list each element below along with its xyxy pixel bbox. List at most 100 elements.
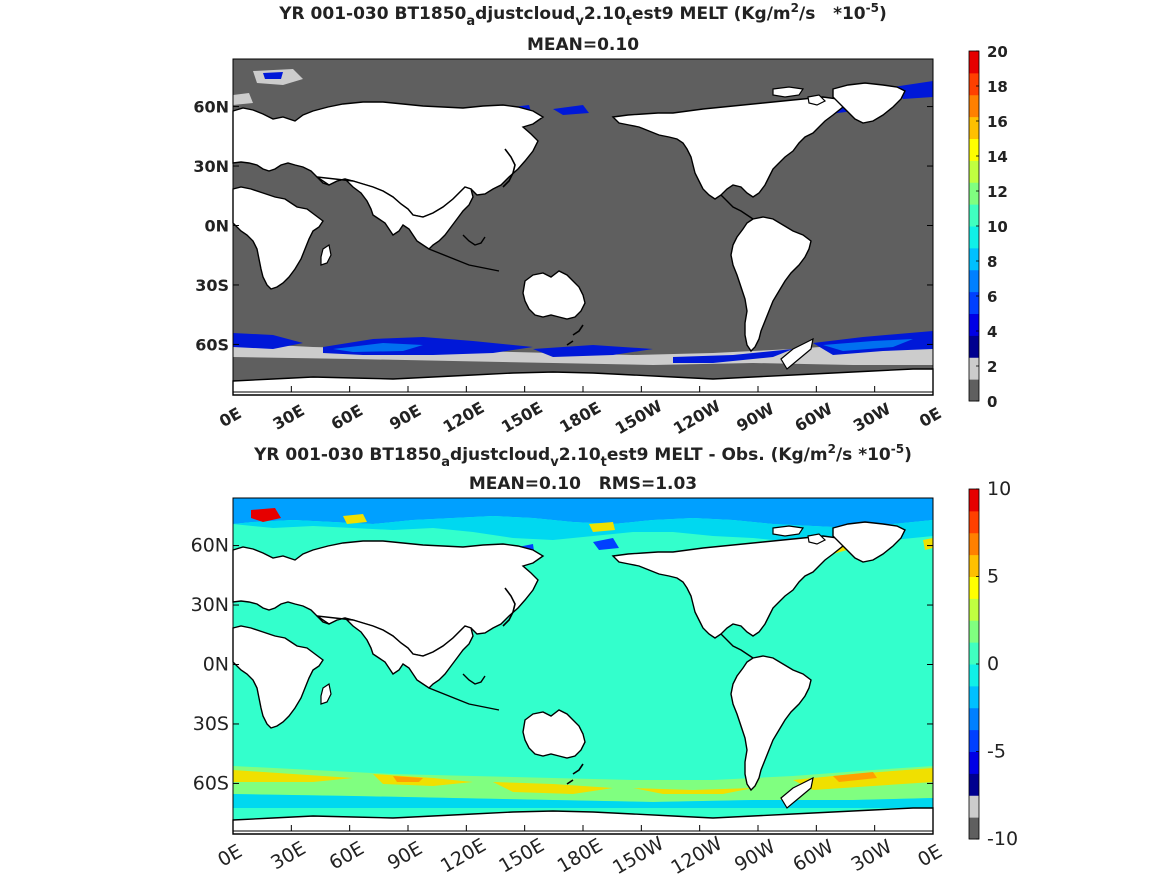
colorbar-swatch: [969, 51, 979, 74]
bottom-title-a: YR 001-030 BT1850: [253, 445, 441, 465]
y-tick-label: 60S: [193, 772, 229, 794]
colorbar-swatch: [969, 72, 979, 96]
colorbar-label: 2: [987, 358, 997, 376]
x-tick-label: 180E: [556, 398, 604, 437]
bottom-arctic-cyan: [233, 516, 933, 546]
y-tick-label: 30N: [193, 157, 229, 176]
bottom-title-sup2: -5: [891, 442, 904, 456]
x-tick-label: 90W: [731, 835, 779, 875]
colorbar-label: 8: [987, 253, 997, 271]
y-tick-label: 0N: [203, 654, 229, 676]
top-colorbar-swatches: [969, 51, 979, 402]
top-southern-melt-blue: [233, 331, 933, 363]
top-title-sub2: v: [575, 14, 584, 29]
colorbar-label: -10: [987, 828, 1018, 850]
top-title-a: YR 001-030 BT1850: [278, 4, 466, 24]
colorbar-swatch: [969, 510, 979, 534]
top-y-ticks: 60N 30N 0N 30S 60S: [193, 98, 933, 354]
colorbar-swatch: [969, 554, 979, 577]
colorbar-label: 10: [987, 478, 1011, 500]
top-panel: YR 001-030 BT1850adjustcloudv2.10test9 M…: [193, 1, 1008, 438]
x-tick-label: 0E: [916, 403, 945, 430]
top-subtitle: MEAN=0.10: [527, 35, 639, 55]
bottom-title-sub1: a: [441, 455, 450, 470]
x-tick-label: 60E: [328, 401, 366, 434]
y-tick-label: 60N: [191, 535, 229, 557]
bottom-title-sup1: 2: [828, 442, 836, 456]
colorbar-swatch: [969, 489, 979, 512]
x-tick-label: 90E: [386, 401, 424, 434]
bottom-title-sub3: t: [601, 455, 607, 470]
top-title-b: djustcloud: [475, 4, 575, 24]
top-arctic-ice-light: [233, 69, 303, 105]
colorbar-swatch: [969, 335, 979, 358]
colorbar-swatch: [969, 532, 979, 556]
colorbar-swatch: [969, 204, 979, 227]
top-title-f: ): [879, 4, 887, 24]
y-tick-label: 30S: [195, 276, 229, 295]
x-tick-label: 180E: [554, 834, 607, 875]
bottom-colorbar-labels: 10 5 0 -5 -10: [976, 478, 1018, 850]
x-tick-label: 30E: [267, 837, 309, 874]
colorbar-swatch: [969, 729, 979, 752]
top-southern-melt-mid: [333, 339, 913, 352]
bottom-title-b: djustcloud: [450, 445, 550, 465]
top-title-sub3: t: [626, 14, 632, 29]
x-tick-label: 30W: [850, 399, 894, 436]
bottom-title-sub2: v: [550, 455, 559, 470]
x-tick-label: 120W: [667, 832, 726, 875]
x-tick-label: 60W: [792, 399, 836, 436]
x-tick-label: 120W: [670, 396, 724, 438]
colorbar-swatch: [969, 226, 979, 249]
y-tick-label: 60S: [195, 335, 229, 354]
colorbar-label: 12: [987, 183, 1008, 201]
colorbar-label: 5: [987, 566, 999, 588]
x-tick-label: 60E: [325, 837, 367, 874]
x-tick-label: 150W: [612, 396, 666, 438]
x-tick-label: 90E: [384, 837, 426, 874]
bottom-southern-green: [233, 766, 933, 802]
colorbar-swatch: [969, 576, 979, 599]
y-tick-label: 30S: [193, 713, 229, 735]
bottom-title-d: est9 MELT - Obs. (Kg/m: [607, 445, 828, 465]
bottom-panel: YR 001-030 BT1850adjustcloudv2.10test9 M…: [191, 442, 1018, 875]
colorbar-swatch: [969, 291, 979, 314]
colorbar-label: 20: [987, 43, 1008, 61]
colorbar-label: 10: [987, 218, 1008, 236]
top-title-sup2: -5: [866, 1, 879, 15]
x-tick-label: 0E: [914, 840, 946, 871]
colorbar-swatch: [969, 160, 979, 183]
x-tick-label: 120E: [440, 398, 488, 437]
bottom-subtitle: MEAN=0.10 RMS=1.03: [469, 474, 697, 494]
bottom-title: YR 001-030 BT1850adjustcloudv2.10test9 M…: [253, 442, 912, 470]
colorbar-swatch: [969, 751, 979, 774]
x-tick-label: 0E: [216, 403, 245, 430]
colorbar-swatch: [969, 94, 979, 118]
bottom-title-c: 2.10: [559, 445, 601, 465]
colorbar-swatch: [969, 685, 979, 709]
colorbar-swatch: [969, 379, 979, 402]
colorbar-label: -5: [987, 741, 1006, 763]
colorbar-label: 16: [987, 113, 1008, 131]
bottom-southern-cyan: [233, 794, 933, 808]
colorbar-swatch: [969, 642, 979, 665]
colorbar-swatch: [969, 269, 979, 293]
y-tick-label: 0N: [204, 217, 229, 236]
top-title-c: 2.10: [584, 4, 626, 24]
colorbar-label: 6: [987, 288, 997, 306]
colorbar-swatch: [969, 313, 979, 336]
x-tick-label: 120E: [437, 834, 490, 875]
colorbar-label: 18: [987, 78, 1008, 96]
bottom-title-f: ): [904, 445, 912, 465]
x-tick-label: 150W: [609, 832, 668, 875]
colorbar-swatch: [969, 664, 979, 687]
colorbar-swatch: [969, 598, 979, 621]
x-tick-label: 150E: [498, 398, 546, 437]
colorbar-label: 4: [987, 323, 997, 341]
y-tick-label: 30N: [191, 594, 229, 616]
bottom-title-e: /s *10: [836, 445, 891, 465]
colorbar-swatch: [969, 773, 979, 796]
colorbar-swatch: [969, 182, 979, 205]
colorbar-swatch: [969, 116, 979, 139]
